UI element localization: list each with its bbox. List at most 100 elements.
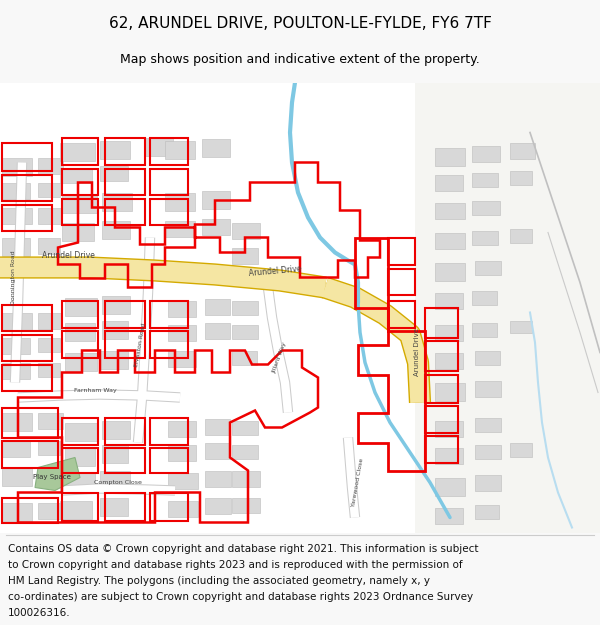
- Bar: [60, 472, 95, 491]
- Text: co-ordinates) are subject to Crown copyright and database rights 2023 Ordnance S: co-ordinates) are subject to Crown copyr…: [8, 592, 473, 602]
- Text: Arundel Drive: Arundel Drive: [248, 264, 301, 278]
- Bar: [202, 191, 230, 209]
- Text: Jillard Way: Jillard Way: [272, 341, 288, 374]
- Text: Elvaston Road: Elvaston Road: [134, 322, 146, 367]
- Polygon shape: [35, 458, 80, 491]
- Bar: [202, 139, 230, 156]
- Bar: [102, 321, 128, 339]
- Bar: [38, 468, 62, 484]
- Bar: [38, 338, 60, 351]
- Bar: [475, 381, 501, 396]
- Bar: [2, 158, 32, 176]
- Bar: [65, 322, 95, 341]
- Bar: [38, 503, 63, 519]
- Bar: [2, 503, 32, 521]
- Bar: [232, 222, 260, 239]
- Bar: [435, 174, 463, 191]
- Text: Contains OS data © Crown copyright and database right 2021. This information is : Contains OS data © Crown copyright and d…: [8, 544, 478, 554]
- Bar: [435, 478, 465, 496]
- Bar: [205, 322, 230, 339]
- Bar: [435, 324, 463, 341]
- Bar: [168, 444, 196, 461]
- Bar: [435, 292, 463, 309]
- Bar: [102, 296, 130, 314]
- Bar: [145, 138, 173, 156]
- Bar: [168, 421, 196, 436]
- Bar: [38, 312, 62, 329]
- Text: Arundel Drive: Arundel Drive: [414, 329, 420, 376]
- Bar: [100, 471, 130, 489]
- Text: 100026316.: 100026316.: [8, 608, 70, 618]
- Text: Play Space: Play Space: [33, 474, 71, 481]
- Bar: [65, 298, 97, 316]
- Bar: [475, 444, 501, 459]
- Bar: [38, 208, 62, 224]
- Bar: [38, 412, 63, 429]
- Bar: [102, 221, 130, 239]
- Bar: [475, 261, 501, 274]
- Bar: [100, 141, 130, 159]
- Bar: [232, 471, 260, 486]
- Bar: [102, 444, 128, 462]
- Bar: [2, 238, 30, 256]
- Bar: [62, 194, 97, 213]
- Bar: [38, 238, 60, 254]
- Bar: [205, 471, 231, 486]
- Bar: [472, 291, 497, 304]
- Text: HM Land Registry. The polygons (including the associated geometry, namely x, y: HM Land Registry. The polygons (includin…: [8, 576, 430, 586]
- Bar: [205, 442, 230, 459]
- Bar: [510, 171, 532, 184]
- Bar: [2, 208, 32, 224]
- Bar: [168, 351, 196, 366]
- Bar: [435, 148, 465, 166]
- Bar: [232, 324, 258, 339]
- Text: Map shows position and indicative extent of the property.: Map shows position and indicative extent…: [120, 53, 480, 66]
- Bar: [168, 301, 196, 316]
- Bar: [232, 248, 258, 264]
- Bar: [472, 173, 498, 186]
- Bar: [38, 362, 60, 376]
- Bar: [100, 498, 128, 516]
- Bar: [435, 421, 463, 436]
- Bar: [472, 322, 497, 336]
- Text: Farnham Way: Farnham Way: [74, 388, 116, 393]
- Text: Arundel Drive: Arundel Drive: [42, 251, 95, 261]
- Bar: [60, 501, 92, 519]
- Bar: [100, 166, 128, 181]
- Bar: [38, 441, 60, 454]
- Bar: [2, 468, 32, 486]
- Bar: [168, 324, 196, 341]
- Bar: [60, 142, 95, 161]
- Bar: [38, 182, 60, 196]
- Bar: [60, 168, 92, 182]
- Bar: [202, 219, 230, 234]
- Bar: [232, 444, 258, 459]
- Bar: [102, 192, 132, 211]
- Bar: [510, 229, 532, 242]
- Bar: [102, 421, 130, 439]
- Bar: [510, 321, 532, 332]
- Bar: [435, 508, 463, 524]
- Text: Compton Close: Compton Close: [94, 480, 142, 485]
- Bar: [205, 299, 230, 314]
- Bar: [232, 301, 258, 314]
- Bar: [475, 474, 501, 491]
- Bar: [2, 412, 32, 431]
- Bar: [165, 192, 195, 211]
- Bar: [65, 352, 97, 371]
- Bar: [65, 448, 95, 466]
- Bar: [475, 351, 500, 364]
- Text: 62, ARUNDEL DRIVE, POULTON-LE-FYLDE, FY6 7TF: 62, ARUNDEL DRIVE, POULTON-LE-FYLDE, FY6…: [109, 16, 491, 31]
- Bar: [232, 421, 258, 434]
- Bar: [472, 231, 498, 244]
- Bar: [2, 338, 30, 354]
- Bar: [510, 142, 535, 159]
- Bar: [475, 504, 499, 519]
- Bar: [475, 418, 501, 431]
- Bar: [435, 352, 463, 369]
- Bar: [510, 442, 532, 456]
- Bar: [232, 498, 260, 512]
- Bar: [168, 472, 198, 489]
- Bar: [65, 422, 97, 441]
- Bar: [165, 141, 195, 159]
